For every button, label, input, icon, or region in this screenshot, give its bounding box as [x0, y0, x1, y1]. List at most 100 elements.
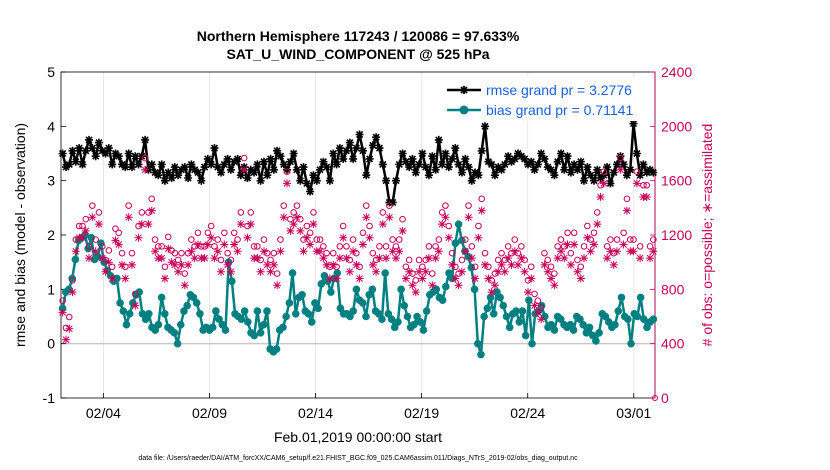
- rmse-point: [530, 165, 539, 174]
- bias-point: [279, 323, 287, 332]
- obs_assimilated-point: [454, 281, 463, 290]
- obs_assimilated-point: [98, 254, 107, 263]
- bias-point: [346, 312, 354, 321]
- obs_possible-point: [303, 222, 311, 230]
- rmse-point: [606, 179, 615, 188]
- bias-point: [499, 301, 508, 310]
- obs_possible-point: [65, 313, 73, 321]
- bias-point: [394, 318, 402, 326]
- obs_possible-point: [164, 233, 172, 241]
- y-tick-right-label: 2400: [661, 64, 692, 80]
- y-tick-right-label: 0: [661, 390, 669, 406]
- bias-point: [617, 293, 626, 302]
- rmse-point: [75, 144, 84, 153]
- rmse-point: [273, 146, 282, 155]
- obs_assimilated-point: [375, 254, 384, 263]
- rmse-point: [355, 130, 364, 139]
- rmse-point: [200, 163, 209, 172]
- obs_assimilated-point: [461, 247, 470, 256]
- obs_assimilated-point: [553, 254, 562, 263]
- obs_possible-point: [564, 229, 571, 237]
- rmse-point: [147, 160, 156, 169]
- bias-point: [208, 323, 217, 332]
- obs_possible-point: [369, 249, 377, 257]
- obs_possible-point: [240, 154, 248, 162]
- rmse-point: [507, 157, 516, 166]
- rmse-point: [233, 154, 242, 163]
- x-tick-label: 02/04: [86, 405, 121, 421]
- rmse-point: [408, 154, 417, 163]
- obs_possible-point: [260, 236, 268, 243]
- bias-point: [160, 309, 169, 318]
- plot-series: [58, 119, 658, 359]
- bias-point: [416, 318, 425, 326]
- obs_possible-point: [580, 243, 588, 250]
- obs_assimilated-point: [606, 247, 615, 256]
- rmse-point: [441, 149, 450, 158]
- obs_assimilated-point: [289, 220, 298, 229]
- obs_assimilated-point: [382, 254, 391, 263]
- bias-point: [496, 293, 504, 302]
- rmse-point: [253, 160, 262, 169]
- rmse-point: [368, 141, 377, 150]
- obs_assimilated-point: [131, 301, 140, 310]
- obs_possible-point: [280, 202, 288, 209]
- obs_assimilated-point: [124, 213, 133, 222]
- obs_possible-point: [468, 243, 476, 250]
- obs_assimilated-point: [448, 260, 457, 269]
- obs_assimilated-point: [500, 267, 509, 276]
- bias-point: [556, 315, 565, 324]
- obs_assimilated-point: [91, 247, 100, 256]
- rmse-point: [395, 160, 404, 169]
- obs_possible-point: [98, 243, 106, 250]
- rmse-point: [392, 176, 400, 185]
- obs_possible-point: [112, 225, 119, 233]
- legend-box: [442, 77, 642, 121]
- obs_possible-point: [498, 249, 505, 257]
- rmse-point: [599, 171, 608, 180]
- obs_possible-point: [425, 243, 433, 250]
- obs_assimilated-point: [260, 247, 268, 256]
- bias-point: [378, 315, 386, 324]
- bias-point: [333, 269, 342, 277]
- obs_possible-point: [382, 243, 390, 250]
- rmse-point: [263, 171, 272, 180]
- rmse-point: [104, 144, 113, 153]
- rmse-point: [454, 160, 463, 169]
- bias-point: [640, 315, 648, 324]
- obs_possible-point: [329, 249, 337, 257]
- obs_possible-point: [128, 249, 136, 257]
- bias-point: [311, 299, 319, 307]
- obs_assimilated-point: [540, 260, 549, 269]
- rmse-point: [613, 160, 621, 169]
- obs_assimilated-point: [104, 258, 113, 267]
- obs_possible-point: [138, 209, 146, 216]
- bias-point: [68, 274, 76, 283]
- obs_assimilated-point: [358, 240, 367, 249]
- obs_possible-point: [636, 243, 644, 250]
- obs_possible-point: [108, 263, 116, 271]
- rmse-point: [467, 176, 476, 185]
- obs_assimilated-point: [296, 226, 305, 235]
- rmse-point: [487, 160, 496, 169]
- bias-point: [397, 285, 405, 294]
- obs_assimilated-point: [504, 254, 513, 263]
- bias-point: [259, 320, 268, 329]
- obs_assimilated-point: [177, 260, 186, 269]
- bias-point: [358, 299, 367, 307]
- obs_assimilated-point: [276, 247, 285, 256]
- bias-point: [176, 320, 185, 329]
- obs_assimilated-point: [464, 213, 473, 222]
- rmse-point: [481, 122, 489, 131]
- obs_possible-point: [270, 249, 278, 257]
- obs_assimilated-point: [226, 267, 235, 276]
- bias-point: [457, 236, 466, 245]
- bias-point: [215, 315, 223, 324]
- bias-point: [419, 326, 428, 334]
- rmse-point: [170, 163, 179, 172]
- obs_possible-point: [313, 236, 321, 243]
- obs_assimilated-point: [223, 260, 232, 269]
- obs_assimilated-point: [144, 220, 153, 229]
- rmse-point: [547, 165, 555, 174]
- y-axis-right-label: # of obs: o=possible; ∗=assimilated: [699, 124, 715, 347]
